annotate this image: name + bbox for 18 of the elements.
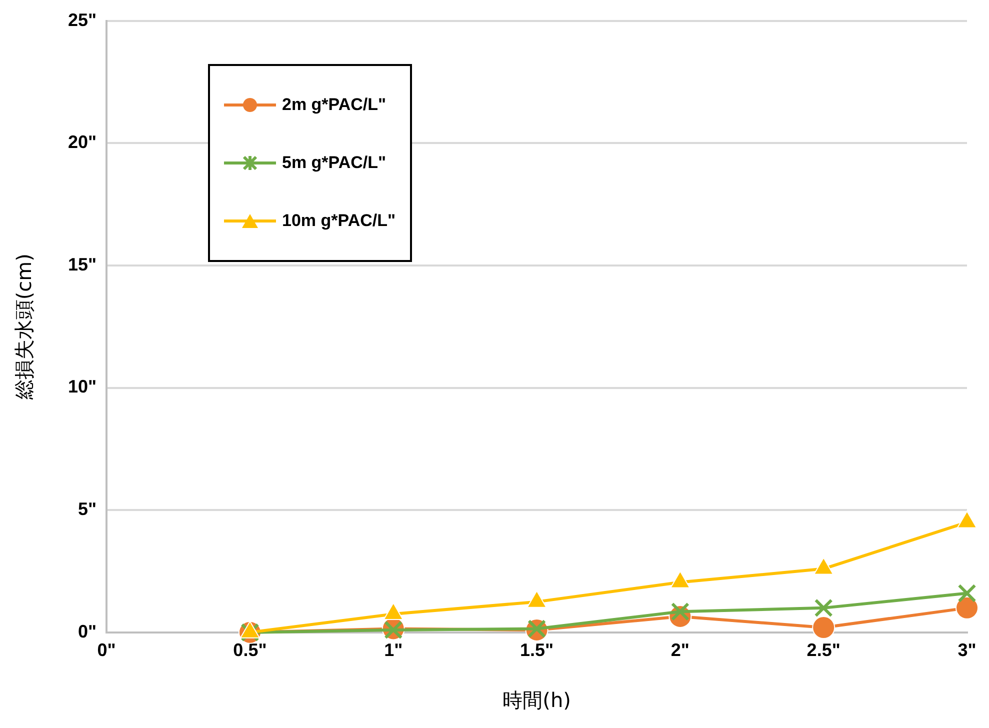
y-tick-label: 0" bbox=[78, 621, 97, 642]
y-tick-label: 15" bbox=[68, 254, 97, 274]
x-tick-label: 0" bbox=[97, 640, 116, 660]
x-tick-label: 3" bbox=[958, 640, 976, 660]
y-tick-label: 20" bbox=[68, 132, 97, 152]
x-axis-title: 時間(h) bbox=[502, 688, 571, 712]
y-tick-label: 5" bbox=[78, 499, 97, 520]
x-tick-label: 0.5" bbox=[233, 640, 267, 660]
x-tick-label: 2" bbox=[670, 640, 690, 660]
y-tick-label: 10" bbox=[68, 376, 97, 397]
legend-label: 10m g*PAC/L" bbox=[282, 211, 396, 231]
x-tick-label: 2.5" bbox=[806, 640, 840, 660]
y-tick-label: 25" bbox=[68, 10, 97, 30]
x-tick-label: 1" bbox=[384, 640, 403, 660]
x-tick-label: 1.5" bbox=[520, 640, 554, 660]
legend-label: 5m g*PAC/L" bbox=[282, 153, 386, 173]
legend-label: 2m g*PAC/L" bbox=[282, 95, 386, 115]
y-axis-title: 総損失水頭(cm) bbox=[12, 254, 36, 401]
